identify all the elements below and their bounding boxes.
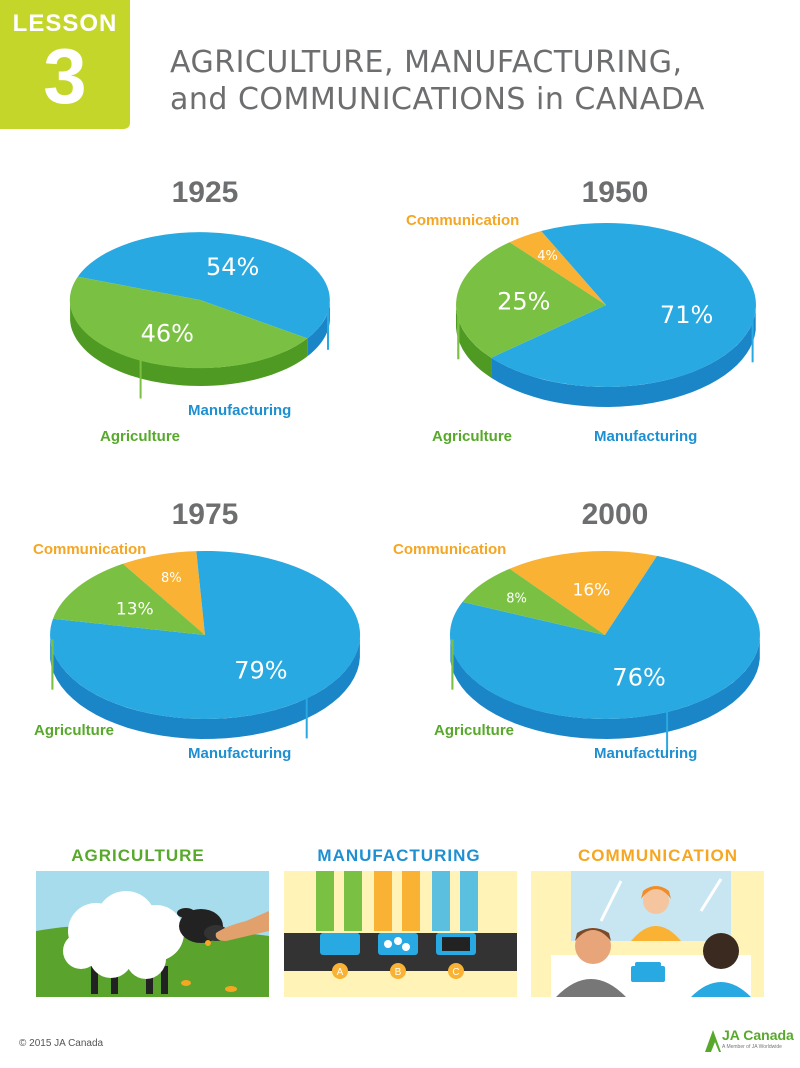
pie-side-agriculture	[456, 306, 492, 378]
lesson-word: LESSON	[12, 10, 118, 37]
chart-1975-label-communication: Communication	[33, 541, 147, 558]
pie-side-agriculture	[70, 302, 308, 386]
pie-label-agriculture: 8%	[506, 592, 527, 607]
chart-2000-label-communication: Communication	[393, 541, 507, 558]
pie-side-manufacturing	[491, 310, 756, 407]
page-title: AGRICULTURE, MANUFACTURING, and COMMUNIC…	[170, 44, 705, 118]
pie-slice-agriculture	[462, 568, 605, 635]
pie-label-agriculture: 13%	[116, 600, 154, 620]
logo-subtext: A Member of JA Worldwide	[722, 1044, 782, 1050]
section-title-agriculture: AGRICULTURE	[71, 846, 205, 865]
woman-icon	[631, 886, 681, 941]
chart-2000-label-manufacturing: Manufacturing	[594, 745, 698, 762]
pie-label-manufacturing: 71%	[660, 301, 713, 329]
pie-slice-agriculture	[69, 276, 308, 369]
pie-slice-manufacturing	[77, 232, 330, 339]
pie-side-manufacturing	[450, 638, 760, 739]
box-icon	[320, 933, 360, 955]
pie-side-manufacturing	[307, 302, 330, 357]
chart-1950-title: 1950	[581, 176, 649, 209]
section-title-manufacturing: MANUFACTURING	[317, 846, 481, 865]
manufacturing-illustration: A B C	[284, 871, 517, 997]
pie-chart-1975: 8% 79% 13%	[50, 550, 361, 739]
chart-2000-label-agriculture: Agriculture	[434, 722, 515, 739]
ja-logo-icon	[705, 1030, 721, 1052]
pie-label-communication: 4%	[537, 249, 558, 264]
man-icon	[556, 928, 626, 997]
chart-1925-label-agriculture: Agriculture	[100, 428, 181, 445]
chart-1925-label-manufacturing: Manufacturing	[188, 402, 292, 419]
title-line-1: AGRICULTURE, MANUFACTURING,	[170, 45, 683, 80]
pie-chart-1925: 54% 46%	[69, 232, 330, 399]
machine-label-c: C	[452, 967, 459, 978]
hand-icon	[215, 911, 269, 941]
pie-label-communication: 16%	[573, 580, 611, 600]
chart-1950-label-agriculture: Agriculture	[432, 428, 513, 445]
pie-chart-2000: 16% 76% 8%	[449, 551, 760, 752]
chart-1975-title: 1975	[171, 498, 239, 531]
pie-slice-manufacturing	[491, 222, 756, 387]
machine-label-b: B	[395, 967, 402, 978]
pie-label-agriculture: 46%	[141, 320, 194, 348]
phone-icon	[631, 962, 665, 982]
person-icon	[691, 933, 751, 997]
pie-label-manufacturing: 76%	[612, 664, 665, 692]
chart-1950-label-communication: Communication	[406, 212, 520, 229]
chart-1975-label-manufacturing: Manufacturing	[188, 745, 292, 762]
lesson-tab: LESSON 3	[0, 0, 130, 129]
pie-chart-1950: 4% 71% 25%	[456, 222, 756, 407]
section-title-communication: COMMUNICATION	[578, 846, 738, 865]
pie-slice-manufacturing	[449, 555, 760, 720]
communication-illustration	[531, 871, 764, 997]
pie-label-communication: 8%	[161, 571, 182, 586]
pie-slice-manufacturing	[50, 550, 361, 719]
pie-slice-communication	[122, 551, 205, 635]
title-line-2: and COMMUNICATIONS in CANADA	[170, 82, 705, 117]
lesson-number: 3	[43, 32, 87, 120]
chart-2000-title: 2000	[581, 498, 649, 531]
agriculture-illustration	[36, 871, 269, 997]
chart-1950-label-manufacturing: Manufacturing	[594, 428, 698, 445]
chart-1925-title: 1925	[171, 176, 239, 209]
pie-label-manufacturing: 79%	[234, 656, 287, 684]
pie-slice-agriculture	[456, 242, 606, 358]
copyright: © 2015 JA Canada	[19, 1038, 104, 1049]
logo-text: JA Canada	[722, 1027, 794, 1043]
sheep-icon	[63, 891, 228, 994]
chart-1975-label-agriculture: Agriculture	[34, 722, 115, 739]
pie-slice-communication	[509, 231, 606, 305]
pie-label-agriculture: 25%	[497, 288, 550, 316]
pie-side-manufacturing	[50, 637, 360, 739]
pie-label-manufacturing: 54%	[206, 253, 259, 281]
pie-slice-agriculture	[53, 563, 205, 635]
pie-slice-communication	[509, 551, 657, 635]
machine-label-a: A	[337, 967, 344, 978]
